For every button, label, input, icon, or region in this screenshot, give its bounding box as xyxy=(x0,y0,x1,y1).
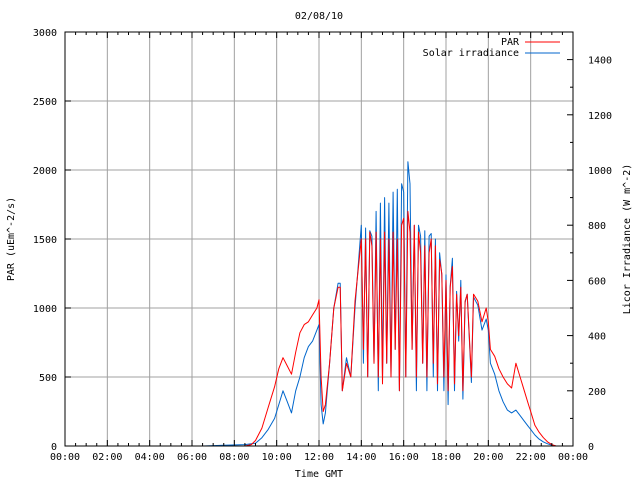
x-tick-label: 00:00 xyxy=(558,452,588,463)
x-tick-label: 10:00 xyxy=(262,452,292,463)
x-axis-label: Time GMT xyxy=(295,469,343,480)
grid-lines xyxy=(65,32,573,446)
y-axis-right-label: Licor Irradiance (W m^-2) xyxy=(622,164,633,315)
x-tick-label: 20:00 xyxy=(473,452,503,463)
x-tick-label: 16:00 xyxy=(389,452,419,463)
x-tick-label: 06:00 xyxy=(177,452,207,463)
y-right-tick-label: 200 xyxy=(588,387,606,398)
y-right-tick-label: 800 xyxy=(588,221,606,232)
y-right-tick-label: 1400 xyxy=(588,56,612,67)
legend-label-solar-irradiance: Solar irradiance xyxy=(423,48,519,59)
y-left-tick-label: 2000 xyxy=(33,166,57,177)
y-left-tick-label: 1000 xyxy=(33,304,57,315)
x-tick-label: 08:00 xyxy=(219,452,249,463)
y-left-tick-label: 3000 xyxy=(33,28,57,39)
chart-title: 02/08/10 xyxy=(295,11,343,22)
y-left-tick-label: 2500 xyxy=(33,97,57,108)
y-left-tick-label: 0 xyxy=(51,442,57,453)
y-right-tick-label: 400 xyxy=(588,332,606,343)
y-axis-left-label: PAR (uEm^-2/s) xyxy=(6,197,17,281)
legend: PAR Solar irradiance xyxy=(423,37,560,59)
y-right-tick-label: 600 xyxy=(588,276,606,287)
x-tick-label: 00:00 xyxy=(50,452,80,463)
y-left-tick-label: 1500 xyxy=(33,235,57,246)
axes-layer: 00:00 02:00 04:00 06:00 08:00 10:00 12:00 14:00… xyxy=(33,28,612,463)
x-tick-label: 12:00 xyxy=(304,452,334,463)
x-tick-label: 04:00 xyxy=(135,452,165,463)
x-tick-label: 14:00 xyxy=(346,452,376,463)
legend-label-par: PAR xyxy=(501,37,520,48)
series-layer xyxy=(65,161,573,447)
x-tick-label: 02:00 xyxy=(92,452,122,463)
y-right-tick-label: 0 xyxy=(588,442,594,453)
y-left-tick-label: 500 xyxy=(39,373,57,384)
y-right-tick-label: 1200 xyxy=(588,111,612,122)
x-tick-label: 18:00 xyxy=(431,452,461,463)
x-tick-label: 22:00 xyxy=(516,452,546,463)
series-line-par xyxy=(65,210,573,447)
y-right-tick-label: 1000 xyxy=(588,166,612,177)
